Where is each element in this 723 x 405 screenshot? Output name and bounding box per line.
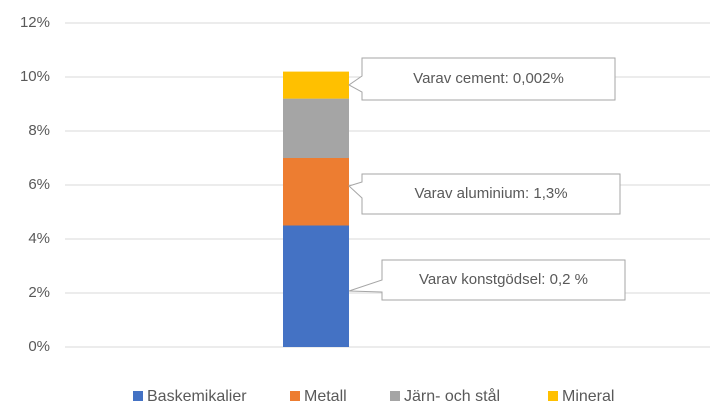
bar-segment	[283, 225, 349, 347]
legend-swatch	[548, 391, 558, 401]
legend-swatch	[290, 391, 300, 401]
callout-box	[348, 173, 621, 215]
legend-label: Metall	[304, 388, 347, 405]
legend-swatch	[133, 391, 143, 401]
y-tick-label: 12%	[20, 14, 50, 31]
bar-segment	[283, 158, 349, 226]
legend-label: Baskemikalier	[147, 388, 247, 405]
legend-swatch	[390, 391, 400, 401]
bar-segment	[283, 71, 349, 99]
annotation: Varav aluminium: 1,3%	[414, 185, 567, 202]
y-tick-label: 10%	[20, 68, 50, 85]
y-tick-label: 4%	[28, 230, 50, 247]
bar-segment	[283, 98, 349, 158]
annotation: Varav konstgödsel: 0,2 %	[419, 271, 588, 288]
y-tick-label: 8%	[28, 122, 50, 139]
y-tick-label: 2%	[28, 284, 50, 301]
callout-box	[348, 57, 616, 101]
callout-box	[348, 259, 626, 301]
legend-label: Mineral	[562, 388, 614, 405]
y-tick-label: 0%	[28, 338, 50, 355]
legend-label: Järn- och stål	[404, 387, 500, 405]
y-tick-label: 6%	[28, 176, 50, 193]
annotation: Varav cement: 0,002%	[413, 70, 564, 87]
